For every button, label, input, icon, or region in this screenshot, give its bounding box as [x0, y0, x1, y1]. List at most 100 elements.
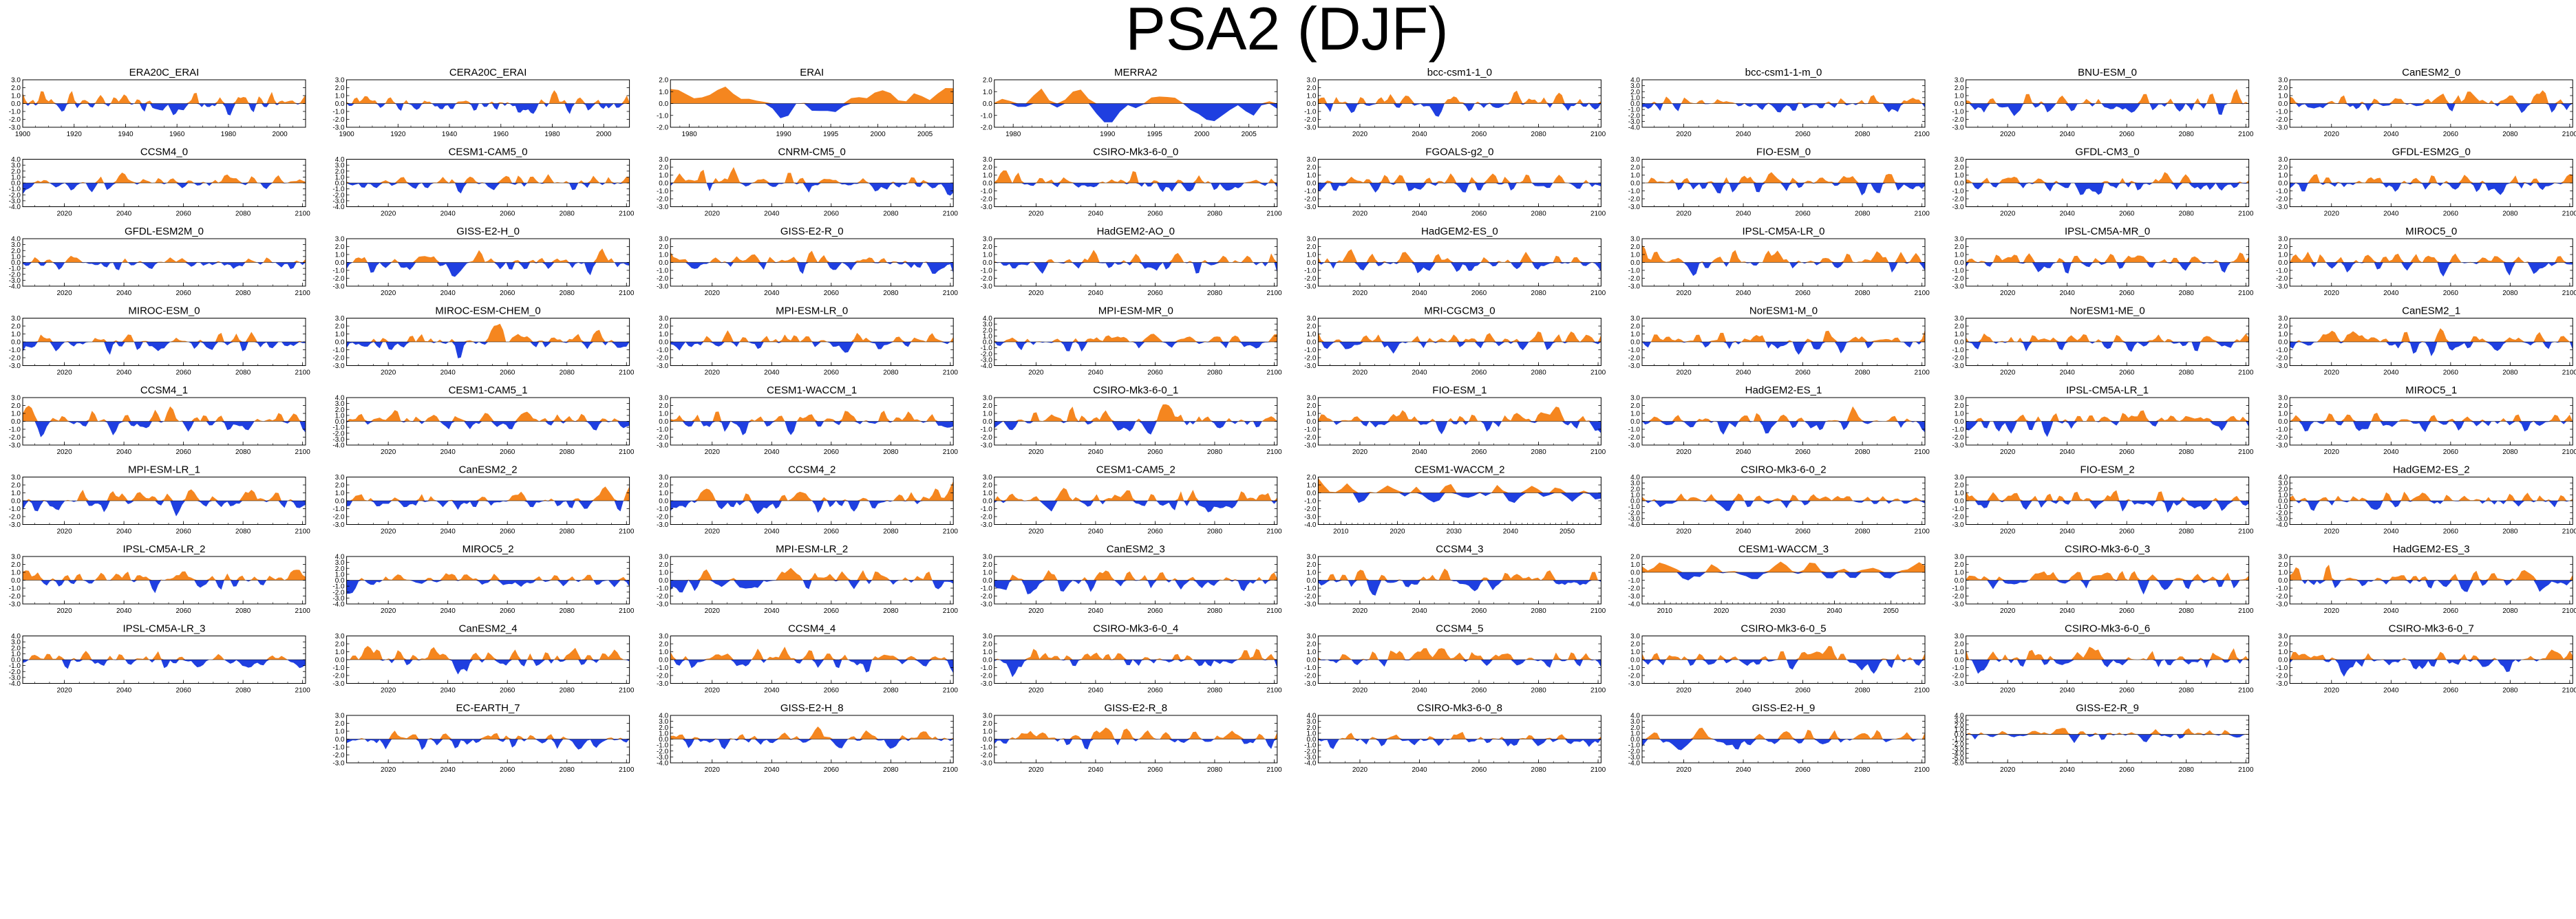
x-tick-label: 2080 [883, 528, 899, 536]
y-tick-label: 0.0 [11, 657, 21, 664]
x-tick-label: 2060 [824, 687, 840, 695]
y-tick-label: -2.0 [2276, 593, 2288, 601]
x-tick-label: 2100 [2238, 528, 2254, 536]
y-tick-label: 0.0 [659, 100, 668, 108]
positive-area [670, 567, 954, 581]
y-tick-label: -3.0 [981, 760, 993, 768]
x-tick-label: 2020 [1352, 210, 1368, 218]
x-tick-label: 2020 [56, 687, 72, 695]
x-tick-label: 2040 [440, 369, 456, 377]
y-tick-label: 2.0 [11, 168, 21, 175]
x-tick-label: 2040 [1827, 607, 1842, 615]
x-tick-label: 2020 [705, 607, 721, 615]
y-tick-label: 0.0 [1630, 736, 1640, 744]
panel-6: bcc-csm1-1-m_0 4.03.02.01.00.0-1.0-2.0-3.… [1628, 67, 1930, 138]
x-tick-label: 2020 [1028, 290, 1044, 297]
y-tick-label: 0.0 [1955, 100, 1964, 108]
panel-66: GISS-E2-H_8 4.03.02.01.00.0-1.0-2.0-3.0-4… [657, 702, 958, 774]
y-tick-label: 2.0 [1306, 323, 1316, 331]
x-tick-label: 2100 [295, 687, 311, 695]
y-tick-label: 1.0 [2278, 172, 2288, 180]
positive-area [23, 489, 306, 501]
negative-area [1642, 342, 1925, 355]
y-tick-label: -2.0 [332, 430, 345, 437]
y-tick-label: -1.0 [1304, 109, 1317, 116]
y-tick-label: 3.0 [11, 162, 21, 170]
panel-title: CESM1-CAM5_2 [1096, 464, 1175, 476]
x-tick-label: 2100 [295, 607, 311, 615]
y-tick-label: 0.0 [335, 736, 345, 744]
x-tick-label: 2100 [619, 369, 635, 377]
y-tick-label: 1.0 [1630, 561, 1640, 569]
x-tick-label: 2040 [1736, 528, 1752, 536]
x-tick-label: 2000 [1194, 131, 1210, 138]
panel-title: GISS-E2-H_8 [780, 702, 844, 714]
y-tick-label: 2.0 [983, 720, 992, 728]
positive-area [1966, 490, 2249, 501]
y-tick-label: -1.0 [1304, 347, 1317, 354]
x-tick-label: 2060 [175, 210, 191, 218]
panel-25: MIROC-ESM_0 3.02.01.00.0-1.0-2.0-3.0 2020 2… [9, 305, 310, 377]
y-tick-label: -2.0 [657, 196, 669, 204]
y-tick-label: -3.0 [9, 442, 21, 450]
y-tick-label: -1.0 [332, 583, 345, 591]
y-tick-label: 1.0 [11, 93, 21, 100]
panel-54: CESM1-WACCM_3 2.01.00.0-1.0-2.0-3.0-4.0 20… [1628, 543, 1926, 615]
y-tick-label: 4.0 [983, 315, 992, 323]
y-tick-label: 3.0 [983, 554, 992, 561]
y-tick-label: -2.0 [1304, 196, 1317, 204]
y-tick-label: 1.0 [1306, 93, 1316, 100]
x-tick-label: 2100 [2238, 131, 2254, 138]
positive-area [2290, 649, 2573, 660]
y-tick-label: -3.0 [1628, 204, 1641, 211]
y-tick-label: 2.0 [1306, 641, 1316, 649]
positive-area [346, 486, 630, 501]
y-tick-label: -2.0 [2276, 116, 2288, 124]
y-tick-label: 1.0 [1306, 730, 1316, 737]
x-tick-label: 2040 [764, 210, 780, 218]
y-tick-label: -3.0 [657, 521, 669, 529]
y-tick-label: -3.0 [1628, 283, 1641, 291]
y-tick-label: 0.0 [1955, 259, 1964, 267]
negative-area [1318, 183, 1601, 193]
panel-title: FGOALS-g2_0 [1425, 147, 1493, 158]
y-tick-label: 0.0 [659, 418, 668, 426]
y-tick-label: -1.0 [981, 585, 993, 593]
y-tick-label: -2.0 [981, 275, 993, 283]
negative-area [1966, 342, 2249, 352]
x-tick-label: 2060 [2119, 687, 2135, 695]
y-tick-label: -2.0 [9, 355, 21, 363]
y-tick-label: -1.0 [332, 506, 345, 513]
y-tick-label: -2.0 [1952, 116, 1964, 124]
negative-area [2290, 262, 2573, 277]
x-tick-label: 2030 [1447, 528, 1462, 536]
negative-area [23, 660, 306, 669]
positive-area [1318, 249, 1601, 263]
y-tick-label: 0.0 [335, 498, 345, 506]
y-tick-label: -1.0 [1952, 736, 1964, 744]
y-tick-label: 1.0 [1306, 252, 1316, 259]
x-tick-label: 2060 [1147, 607, 1163, 615]
y-tick-label: -1.0 [981, 112, 993, 120]
y-tick-label: -3.0 [981, 680, 993, 688]
panel-title: CCSM4_0 [140, 147, 188, 158]
x-tick-label: 2080 [235, 290, 251, 297]
y-tick-label: -3.0 [1952, 125, 1964, 132]
negative-area [670, 660, 954, 673]
y-tick-label: -3.0 [1952, 283, 1964, 291]
y-tick-label: -1.0 [657, 347, 669, 354]
x-tick-label: 2060 [1795, 369, 1811, 377]
y-tick-label: 3.0 [983, 236, 992, 244]
y-tick-label: -3.0 [1304, 363, 1317, 370]
y-tick-label: 0.0 [335, 339, 345, 347]
x-tick-label: 2080 [1207, 607, 1223, 615]
y-tick-label: -4.0 [1304, 521, 1317, 529]
x-tick-label: 2020 [381, 448, 396, 456]
panel-57: IPSL-CM5A-LR_3 4.03.02.01.00.0-1.0-2.0-3.… [9, 623, 310, 695]
x-tick-label: 2080 [2179, 687, 2195, 695]
x-tick-label: 2080 [560, 369, 575, 377]
y-tick-label: 0.0 [1306, 180, 1316, 188]
x-tick-label: 2020 [56, 528, 72, 536]
x-tick-label: 2080 [560, 607, 575, 615]
